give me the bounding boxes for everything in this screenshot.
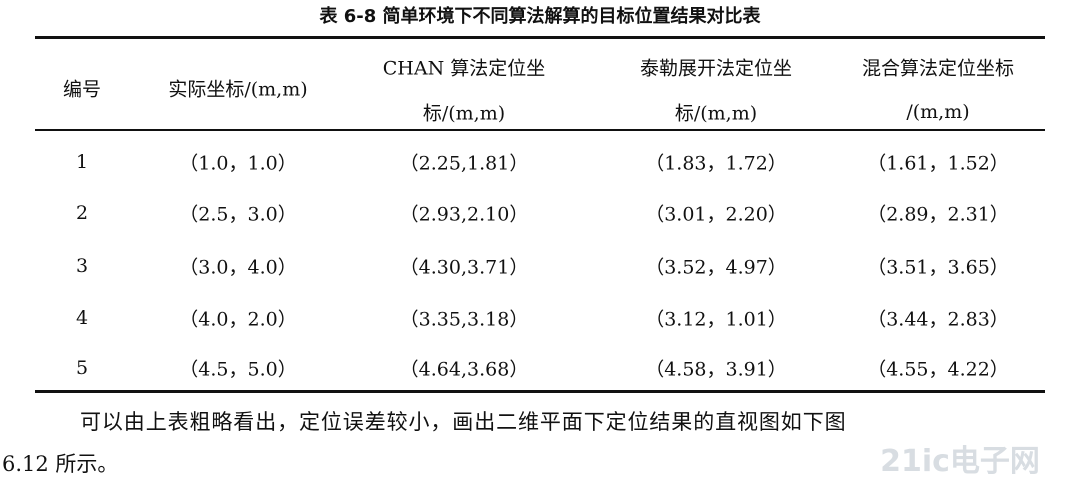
table-cell: （3.44，2.83） [867, 308, 1009, 331]
top-rule [35, 36, 1045, 39]
paragraph-line: 可以由上表粗略看出，定位误差较小，画出二维平面下定位结果的直视图如下图 [80, 410, 847, 434]
table-cell: （3.12，1.01） [645, 308, 787, 331]
table-cell: 5 [75, 357, 89, 379]
watermark: 21ic电子网 [880, 444, 1040, 479]
table-cell: 2 [75, 202, 89, 224]
table-cell: 1 [75, 151, 89, 173]
table-caption: 表 6-8 简单环境下不同算法解算的目标位置结果对比表 [319, 6, 761, 27]
table-cell: （3.51，3.65） [867, 256, 1009, 279]
table-cell: （2.25,1.81） [399, 152, 529, 175]
table-cell: 3 [75, 255, 89, 277]
header-cell: 编号 [62, 78, 102, 101]
table-cell: 4 [75, 307, 89, 329]
header-cell: 标/(m,m) [422, 102, 506, 125]
header-cell: 泰勒展开法定位坐 [639, 57, 793, 80]
table-cell: （4.5，5.0） [179, 358, 297, 381]
header-rule [35, 129, 1045, 131]
table-cell: （2.89，2.31） [867, 203, 1009, 226]
table-cell: （1.83，1.72） [645, 152, 787, 175]
table-cell: （3.01，2.20） [645, 203, 787, 226]
table-cell: （3.52，4.97） [645, 256, 787, 279]
table-cell: （4.64,3.68） [399, 358, 529, 381]
table-cell: （1.61，1.52） [867, 152, 1009, 175]
table-cell: （1.0，1.0） [179, 152, 297, 175]
header-cell: CHAN 算法定位坐 [382, 57, 546, 80]
header-cell: 标/(m,m) [674, 102, 758, 125]
table-cell: （4.0，2.0） [179, 308, 297, 331]
table-cell: （2.5，3.0） [179, 203, 297, 226]
header-cell: 实际坐标/(m,m) [168, 78, 308, 101]
table-cell: （4.58，3.91） [645, 358, 787, 381]
bottom-rule [35, 390, 1045, 393]
table-cell: （4.55，4.22） [867, 358, 1009, 381]
table-cell: （2.93,2.10） [399, 203, 529, 226]
header-cell: /(m,m) [906, 101, 970, 123]
table-cell: （3.35,3.18） [399, 308, 529, 331]
table-cell: （4.30,3.71） [399, 256, 529, 279]
paragraph-line: 6.12 所示。 [2, 452, 119, 476]
header-cell: 混合算法定位坐标 [861, 57, 1015, 80]
table-cell: （3.0，4.0） [179, 256, 297, 279]
